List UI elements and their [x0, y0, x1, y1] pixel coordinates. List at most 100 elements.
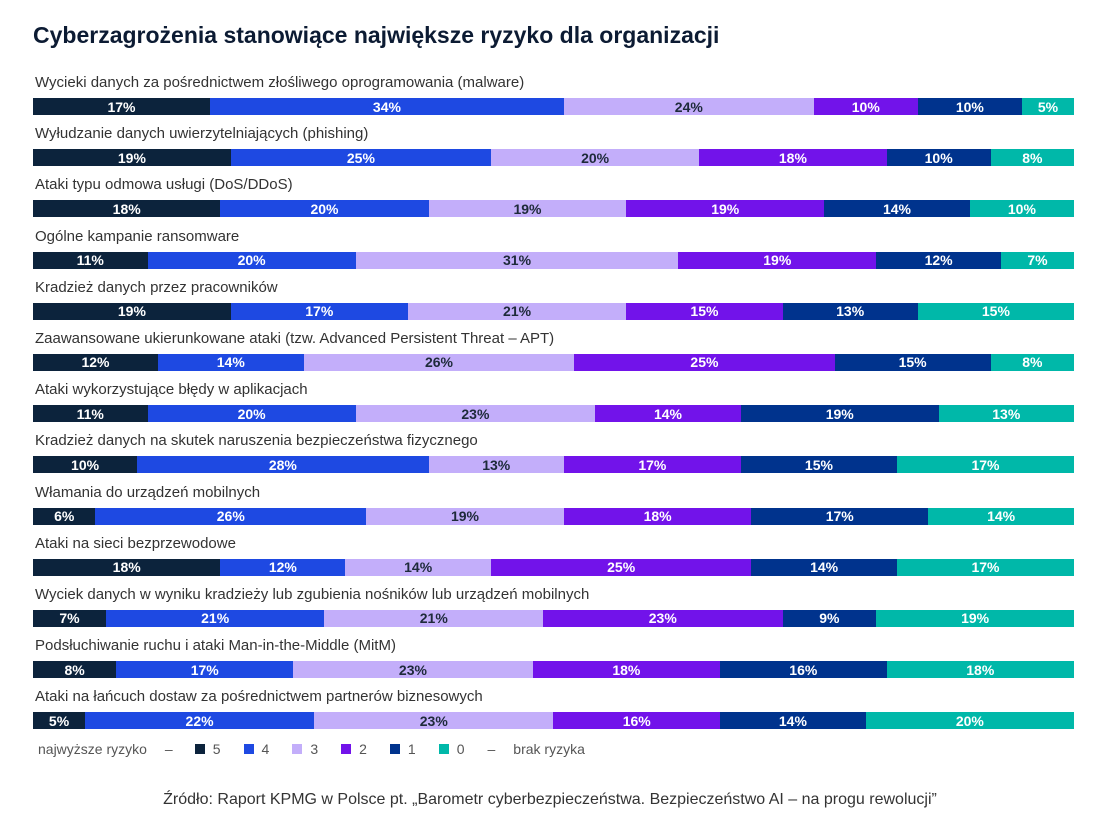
data-label: 12%: [924, 252, 953, 269]
bar-segment-2: 19%: [678, 251, 877, 269]
source-note: Źródło: Raport KPMG w Polsce pt. „Barome…: [163, 791, 937, 808]
bar-segment-4: 14%: [157, 353, 304, 371]
chart-row: Włamania do urządzeń mobilnych 6% 26% 19% 18…: [33, 482, 1074, 533]
category-label: Wyłudzanie danych uwierzytelniających (p…: [35, 125, 369, 143]
data-label: 19%: [117, 303, 146, 320]
category-label: Kradzież danych na skutek naruszenia bez…: [35, 432, 478, 450]
chart-row: Kradzież danych na skutek naruszenia bez…: [33, 430, 1074, 481]
category-label: Zaawansowane ukierunkowane ataki (tzw. A…: [35, 329, 555, 347]
category-label: Ataki wykorzystujące błędy w aplikacjach: [35, 381, 308, 399]
bar-segment-0: 8%: [990, 149, 1074, 167]
bar-segment-3: 19%: [366, 507, 564, 525]
bar-segment-0: 17%: [897, 558, 1074, 576]
bar-segment-5: 17%: [33, 98, 210, 115]
bar-segment-2: 14%: [595, 405, 741, 423]
data-label: 13%: [992, 405, 1021, 422]
data-label: 13%: [836, 303, 865, 320]
chart-row: Ataki wykorzystujące błędy w aplikacjach…: [33, 379, 1074, 430]
bar-segment-3: 20%: [491, 149, 700, 167]
chart-row: Ataki na sieci bezprzewodowe 18% 12% 14% 25%…: [33, 533, 1074, 584]
data-label: 21%: [419, 610, 448, 627]
stacked-bar: 10% 28% 13% 17% 15% 17%: [33, 456, 1074, 474]
bar-segment-5: 18%: [33, 200, 221, 218]
data-label: 25%: [690, 354, 719, 371]
chart-row: Ataki na łańcuch dostaw za pośrednictwem…: [33, 686, 1074, 737]
legend-item: 3: [292, 741, 318, 757]
data-label: 17%: [971, 559, 1000, 576]
legend-dash: –: [487, 741, 496, 757]
data-label: 21%: [201, 610, 230, 627]
data-label: 11%: [76, 405, 104, 422]
legend-label: 4: [261, 741, 270, 757]
bar-segment-1: 14%: [720, 712, 866, 730]
data-label: 26%: [424, 354, 453, 371]
data-label: 26%: [216, 508, 245, 524]
data-label: 10%: [1007, 200, 1036, 217]
bar-segment-2: 18%: [532, 661, 721, 679]
bar-segment-1: 9%: [782, 609, 877, 627]
data-label: 21%: [503, 303, 532, 320]
data-label: 16%: [622, 712, 651, 729]
data-label: 13%: [482, 456, 511, 473]
data-label: 18%: [643, 508, 672, 524]
data-label: 17%: [107, 98, 136, 115]
chart-row: Zaawansowane ukierunkowane ataki (tzw. A…: [33, 328, 1074, 379]
bar-segment-3: 14%: [345, 558, 492, 576]
data-label: 7%: [1027, 252, 1048, 269]
bar-segment-4: 20%: [147, 251, 356, 269]
bar-segment-2: 16%: [553, 712, 721, 730]
legend-dash: –: [164, 741, 173, 757]
data-label: 16%: [789, 661, 818, 678]
data-label: 12%: [268, 559, 297, 576]
data-label: 14%: [882, 200, 911, 217]
stacked-bar: 8% 17% 23% 18% 16% 18%: [33, 661, 1074, 679]
stacked-bar: 11% 20% 23% 14% 19% 13%: [33, 405, 1074, 423]
category-label: Ataki na łańcuch dostaw za pośrednictwem…: [35, 688, 483, 706]
stacked-bar: 5% 22% 23% 16% 14% 20%: [33, 712, 1074, 730]
bar-segment-1: 17%: [751, 507, 929, 525]
data-label: 19%: [450, 508, 480, 524]
data-label: 10%: [924, 149, 953, 166]
data-label: 24%: [674, 98, 703, 115]
chart-rows: Wycieki danych za pośrednictwem złośliwe…: [33, 72, 1074, 737]
data-label: 20%: [237, 252, 266, 269]
bar-segment-4: 17%: [116, 661, 294, 679]
bar-segment-2: 19%: [626, 200, 825, 218]
bar-segment-2: 10%: [813, 98, 918, 115]
legend-label: 1: [407, 741, 416, 757]
bar-segment-5: 8%: [33, 661, 117, 679]
category-label: Wycieki danych za pośrednictwem złośliwe…: [35, 74, 525, 91]
legend-items: 5 4 3 2 1 0: [194, 741, 488, 757]
data-label: 19%: [513, 200, 542, 217]
data-label: 17%: [638, 456, 667, 473]
data-label: 19%: [711, 200, 740, 217]
bar-segment-3: 23%: [293, 661, 533, 679]
data-label: 23%: [648, 610, 677, 627]
data-label: 28%: [268, 456, 297, 473]
data-label: 17%: [825, 508, 854, 524]
data-label: 10%: [71, 456, 100, 473]
bar-segment-5: 18%: [33, 558, 221, 576]
data-label: 17%: [971, 456, 1000, 473]
bar-segment-1: 15%: [740, 456, 897, 474]
legend-swatch: [194, 744, 205, 754]
data-label: 17%: [305, 303, 334, 320]
bar-segment-1: 16%: [720, 661, 887, 679]
data-label: 18%: [778, 149, 807, 166]
data-label: 14%: [778, 712, 807, 729]
legend-label: 0: [456, 741, 465, 757]
data-label: 18%: [966, 661, 995, 678]
legend-label: 3: [310, 741, 319, 757]
bar-segment-1: 19%: [740, 405, 939, 423]
legend-item: 4: [243, 741, 270, 757]
bar-segment-5: 11%: [33, 405, 148, 423]
category-label: Włamania do urządzeń mobilnych: [35, 483, 261, 501]
bar-segment-0: 13%: [938, 405, 1074, 423]
data-label: 31%: [503, 252, 532, 269]
data-label: 22%: [185, 712, 214, 729]
data-label: 14%: [404, 559, 433, 576]
bar-segment-5: 19%: [33, 149, 231, 167]
bar-segment-4: 34%: [209, 98, 564, 115]
chart-row: Ogólne kampanie ransomware 11% 20% 31% 19% 12…: [33, 226, 1074, 277]
bar-segment-5: 19%: [33, 302, 231, 320]
